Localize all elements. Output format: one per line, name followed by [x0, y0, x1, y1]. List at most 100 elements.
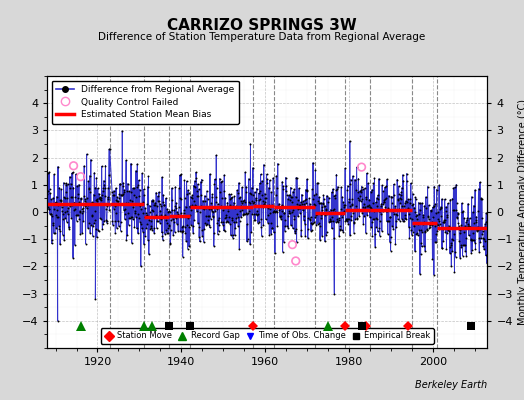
Point	[122, 237, 130, 243]
Point	[451, 254, 460, 260]
Point	[340, 204, 348, 210]
Point	[250, 217, 258, 224]
Point	[139, 210, 147, 216]
Point	[423, 226, 431, 233]
Point	[457, 200, 466, 206]
Point	[77, 195, 85, 202]
Point	[331, 192, 340, 198]
Point	[246, 190, 254, 196]
Point	[332, 186, 340, 193]
Point	[441, 229, 450, 235]
Point	[381, 203, 389, 210]
Point	[310, 192, 319, 198]
Point	[58, 231, 67, 238]
Point	[276, 204, 285, 211]
Point	[401, 200, 409, 206]
Point	[365, 196, 374, 203]
Point	[181, 195, 189, 201]
Point	[222, 218, 231, 225]
Point	[406, 196, 414, 202]
Point	[299, 204, 307, 210]
Point	[235, 246, 244, 252]
Point	[87, 221, 95, 228]
Point	[300, 220, 309, 227]
Point	[53, 214, 61, 220]
Point	[159, 192, 167, 198]
Point	[403, 178, 411, 184]
Point	[352, 207, 360, 213]
Point	[473, 227, 482, 233]
Point	[179, 253, 187, 260]
Y-axis label: Monthly Temperature Anomaly Difference (°C): Monthly Temperature Anomaly Difference (…	[518, 99, 524, 325]
Point	[386, 248, 395, 254]
Point	[164, 209, 172, 216]
Point	[176, 195, 184, 201]
Point	[195, 224, 204, 230]
Point	[408, 190, 417, 197]
Point	[384, 204, 392, 211]
Point	[61, 215, 70, 221]
Point	[83, 202, 92, 208]
Point	[86, 230, 94, 236]
Point	[477, 195, 485, 201]
Point	[199, 205, 207, 211]
Point	[118, 128, 126, 134]
Point	[483, 218, 491, 224]
Point	[365, 202, 373, 208]
Point	[433, 221, 442, 227]
Point	[355, 213, 363, 219]
Point	[376, 218, 384, 225]
Point	[67, 214, 75, 221]
Point	[47, 211, 55, 217]
Point	[441, 216, 449, 223]
Point	[405, 211, 413, 217]
Point	[80, 198, 89, 204]
Point	[419, 214, 427, 220]
Point	[59, 180, 68, 186]
Point	[400, 203, 408, 210]
Point	[66, 203, 74, 209]
Point	[273, 208, 281, 215]
Point	[170, 207, 179, 213]
Point	[474, 208, 483, 214]
Point	[89, 223, 97, 229]
Point	[347, 202, 356, 208]
Point	[150, 230, 158, 236]
Point	[190, 216, 199, 223]
Point	[277, 216, 286, 222]
Point	[79, 218, 88, 224]
Point	[452, 206, 460, 213]
Point	[322, 206, 330, 212]
Point	[282, 192, 291, 198]
Point	[417, 240, 425, 246]
Point	[140, 192, 148, 198]
Point	[359, 186, 367, 193]
Point	[398, 216, 406, 222]
Point	[365, 204, 374, 210]
Point	[88, 213, 96, 219]
Point	[156, 208, 165, 214]
Point	[339, 199, 347, 205]
Point	[476, 196, 485, 202]
Point	[298, 207, 307, 214]
Point	[416, 200, 424, 206]
Point	[409, 228, 417, 235]
Point	[268, 224, 276, 231]
Point	[399, 172, 407, 178]
Point	[459, 208, 467, 214]
Point	[52, 194, 61, 200]
Point	[467, 236, 475, 243]
Text: CARRIZO SPRINGS 3W: CARRIZO SPRINGS 3W	[167, 18, 357, 34]
Point	[236, 207, 245, 214]
Point	[232, 218, 241, 225]
Point	[134, 230, 142, 236]
Point	[288, 209, 296, 216]
Point	[62, 180, 70, 186]
Point	[115, 190, 124, 197]
Point	[469, 209, 477, 215]
Point	[151, 212, 160, 218]
Point	[76, 231, 84, 238]
Point	[130, 224, 139, 230]
Point	[297, 233, 305, 239]
Point	[71, 194, 80, 200]
